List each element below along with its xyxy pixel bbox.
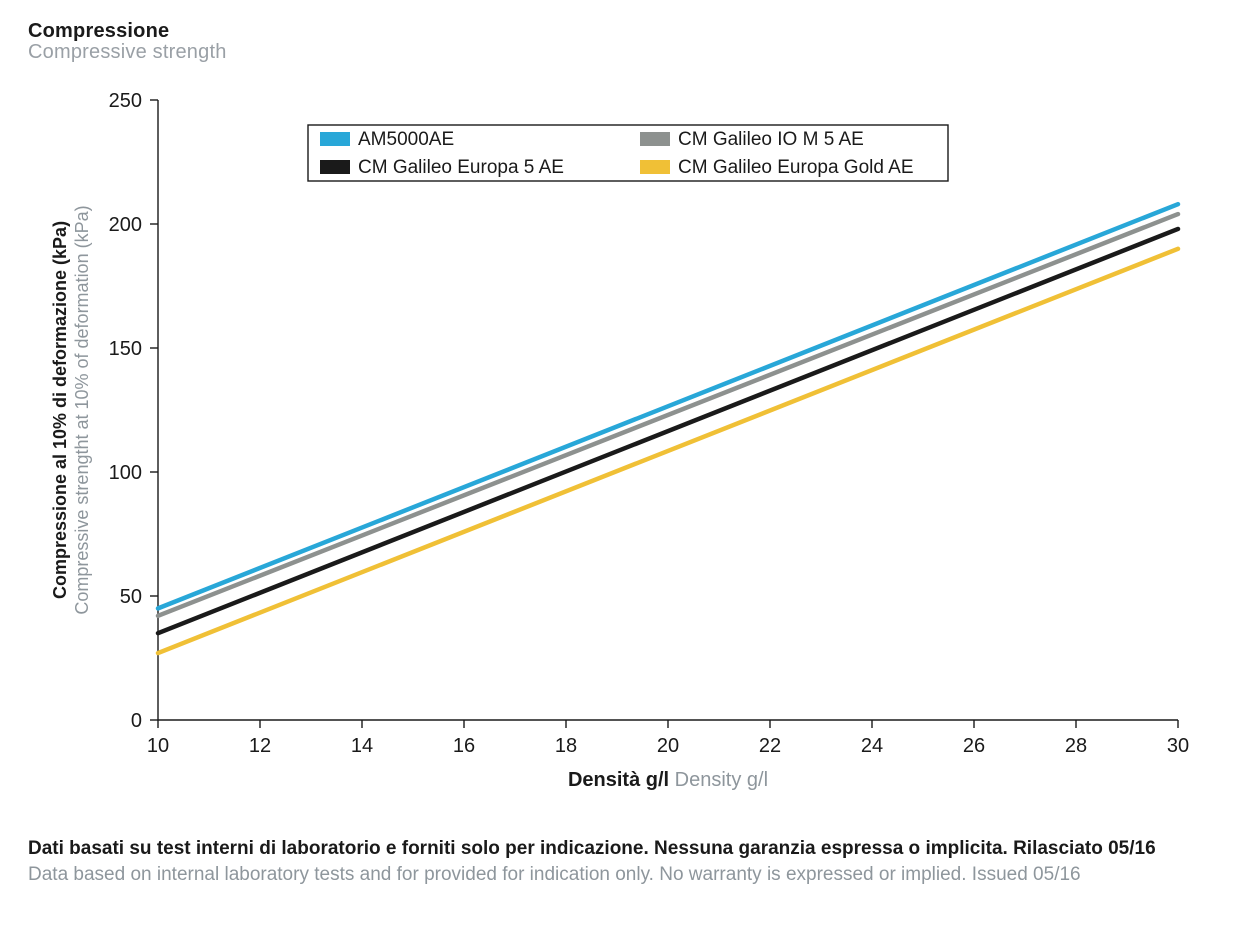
svg-text:0: 0 [131, 710, 142, 732]
svg-text:250: 250 [109, 90, 142, 112]
chart-title-it: Compressione [28, 20, 1206, 43]
svg-text:100: 100 [109, 462, 142, 484]
legend-label: CM Galileo Europa Gold AE [678, 157, 914, 178]
svg-text:22: 22 [759, 735, 781, 757]
legend-label: CM Galileo IO M 5 AE [678, 129, 864, 150]
svg-text:30: 30 [1167, 735, 1189, 757]
chart-footer-it: Dati basati su test interni di laborator… [28, 836, 1206, 862]
chart-title-en: Compressive strength [28, 41, 1206, 64]
svg-text:Compressione al 10% di deforma: Compressione al 10% di deformazione (kPa… [50, 205, 92, 614]
svg-text:200: 200 [109, 214, 142, 236]
legend-swatch [320, 132, 350, 146]
legend-label: CM Galileo Europa 5 AE [358, 157, 564, 178]
svg-text:50: 50 [120, 586, 142, 608]
page: Compressione Compressive strength 0 50 100… [0, 0, 1234, 945]
legend-swatch [640, 160, 670, 174]
svg-text:14: 14 [351, 735, 373, 757]
series-line [158, 229, 1178, 633]
svg-text:18: 18 [555, 735, 577, 757]
chart-title-block: Compressione Compressive strength [28, 20, 1206, 64]
svg-text:16: 16 [453, 735, 475, 757]
series-line [158, 214, 1178, 616]
svg-text:24: 24 [861, 735, 883, 757]
legend-label: AM5000AE [358, 129, 454, 150]
series-line [158, 204, 1178, 608]
compressive-strength-chart: 0 50 100 150 200 250 10 12 14 16 18 20 22 24 26 28 30 Com… [28, 70, 1206, 830]
series-line [158, 249, 1178, 653]
legend-swatch [640, 132, 670, 146]
svg-text:150: 150 [109, 338, 142, 360]
svg-text:20: 20 [657, 735, 679, 757]
legend-swatch [320, 160, 350, 174]
svg-text:28: 28 [1065, 735, 1087, 757]
svg-text:Densità g/l Density g/l: Densità g/l Density g/l [568, 769, 768, 791]
chart-footer: Dati basati su test interni di laborator… [28, 836, 1206, 887]
chart-container: 0 50 100 150 200 250 10 12 14 16 18 20 22 24 26 28 30 Com… [28, 70, 1206, 830]
svg-text:12: 12 [249, 735, 271, 757]
chart-footer-en: Data based on internal laboratory tests … [28, 862, 1206, 888]
svg-text:26: 26 [963, 735, 985, 757]
svg-text:10: 10 [147, 735, 169, 757]
